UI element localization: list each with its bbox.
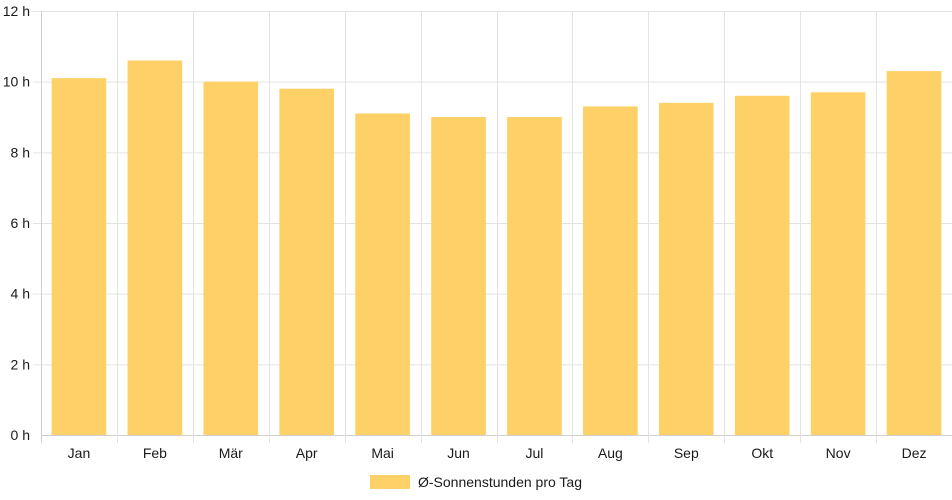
y-tick-label: 12 h	[3, 3, 30, 19]
x-tick-label: Aug	[598, 445, 623, 461]
x-tick-label: Mär	[219, 445, 243, 461]
bar-aug[interactable]	[583, 106, 638, 436]
x-tick-label: Jul	[526, 445, 544, 461]
x-tick-label: Apr	[296, 445, 318, 461]
bar-feb[interactable]	[127, 60, 183, 435]
y-tick-label: 6 h	[11, 215, 30, 231]
y-tick-label: 10 h	[3, 74, 30, 90]
bar-mai[interactable]	[355, 113, 410, 435]
x-axis: Jan Feb Mär Apr Mai Jun Jul Aug Sep Okt Nov Dez	[68, 445, 927, 461]
x-tick-label: Sep	[674, 445, 699, 461]
y-tick-label: 8 h	[11, 144, 30, 160]
x-tick-label: Mai	[371, 445, 394, 461]
y-tick-label: 4 h	[11, 286, 30, 302]
x-tick-label: Nov	[826, 445, 851, 461]
bar-mär[interactable]	[203, 81, 259, 436]
bar-jun[interactable]	[431, 117, 486, 435]
y-tick-label: 2 h	[11, 356, 30, 372]
bar-apr[interactable]	[279, 88, 335, 435]
chart-grid	[33, 11, 952, 443]
legend-label[interactable]: Ø-Sonnenstunden pro Tag	[418, 474, 582, 490]
chart-bars	[51, 60, 942, 436]
bar-okt[interactable]	[734, 95, 790, 436]
bar-nov[interactable]	[810, 92, 866, 436]
bar-dez[interactable]	[886, 71, 942, 436]
bar-sep[interactable]	[658, 102, 714, 435]
bar-jan[interactable]	[51, 78, 107, 435]
y-tick-label: 0 h	[11, 427, 30, 443]
x-tick-label: Feb	[143, 445, 167, 461]
y-axis: 0 h 2 h 4 h 6 h 8 h 10 h 12 h	[3, 3, 30, 443]
legend-swatch[interactable]	[370, 475, 410, 489]
x-tick-label: Dez	[902, 445, 927, 461]
x-tick-label: Jan	[68, 445, 91, 461]
chart-legend[interactable]: Ø-Sonnenstunden pro Tag	[370, 474, 582, 490]
x-tick-label: Okt	[751, 445, 773, 461]
bar-jul[interactable]	[507, 117, 562, 435]
x-tick-label: Jun	[447, 445, 470, 461]
